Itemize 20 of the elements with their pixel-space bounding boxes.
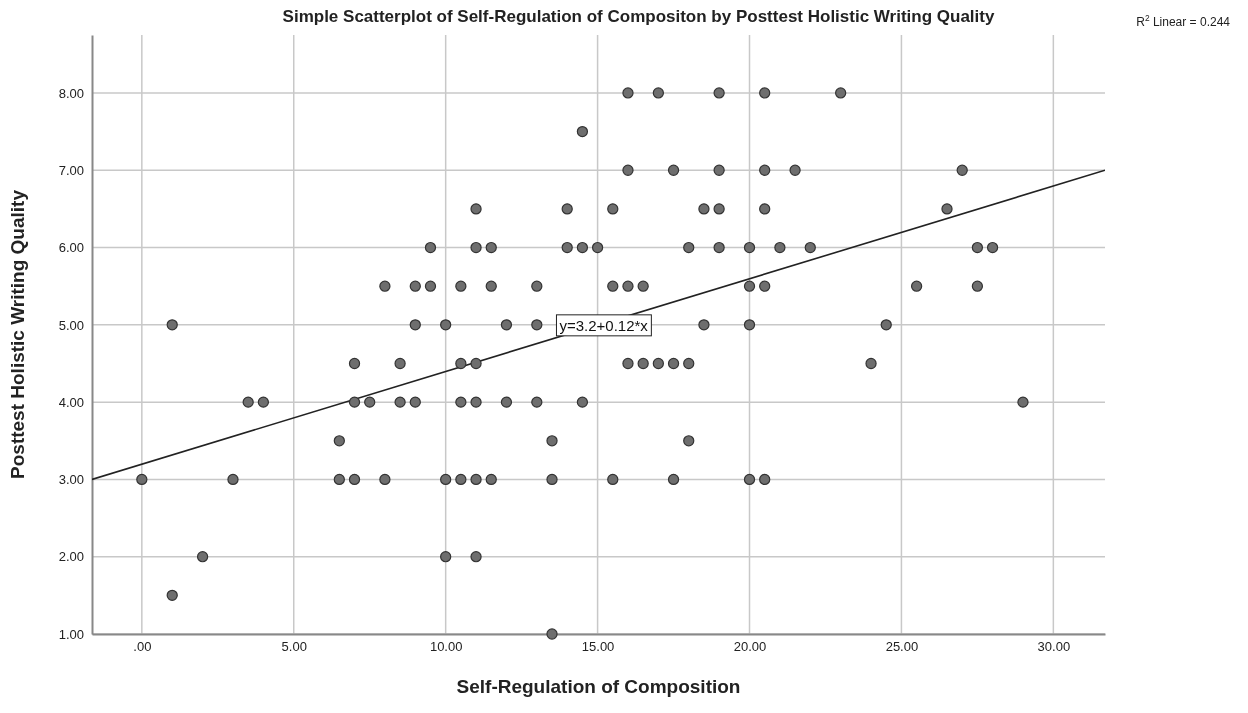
x-tick-label: 25.00 xyxy=(885,639,919,655)
y-axis-title: Posttest Holistic Writing Quality xyxy=(7,189,28,479)
y-tick-label: 7.00 xyxy=(58,162,84,178)
x-tick-label: 20.00 xyxy=(733,639,767,655)
x-tick-label: 5.00 xyxy=(281,639,307,655)
x-tick-label: .00 xyxy=(133,639,152,655)
y-tick-label: 8.00 xyxy=(58,85,84,101)
x-tick-label: 10.00 xyxy=(429,639,463,655)
x-tick-label: 15.00 xyxy=(581,639,615,655)
annotation: y=3.2+0.12*x xyxy=(559,316,649,334)
y-tick-label: 2.00 xyxy=(58,549,84,565)
y-tick-label: 5.00 xyxy=(58,317,84,333)
x-tick-label: 30.00 xyxy=(1037,639,1071,655)
y-tick-label: 4.00 xyxy=(58,394,84,410)
chart-title: Simple Scatterplot of Self-Regulation of Compositon by Posttest Holistic Writing Quality xyxy=(282,7,995,26)
y-tick-label: 3.00 xyxy=(58,472,84,488)
x-axis-title: Self-Regulation of Composition xyxy=(456,676,741,697)
y-tick-label: 6.00 xyxy=(58,240,84,256)
y-tick-label: 1.00 xyxy=(58,626,84,642)
text: R$^{2}$ Linear = 0.244 xyxy=(1136,13,1231,29)
